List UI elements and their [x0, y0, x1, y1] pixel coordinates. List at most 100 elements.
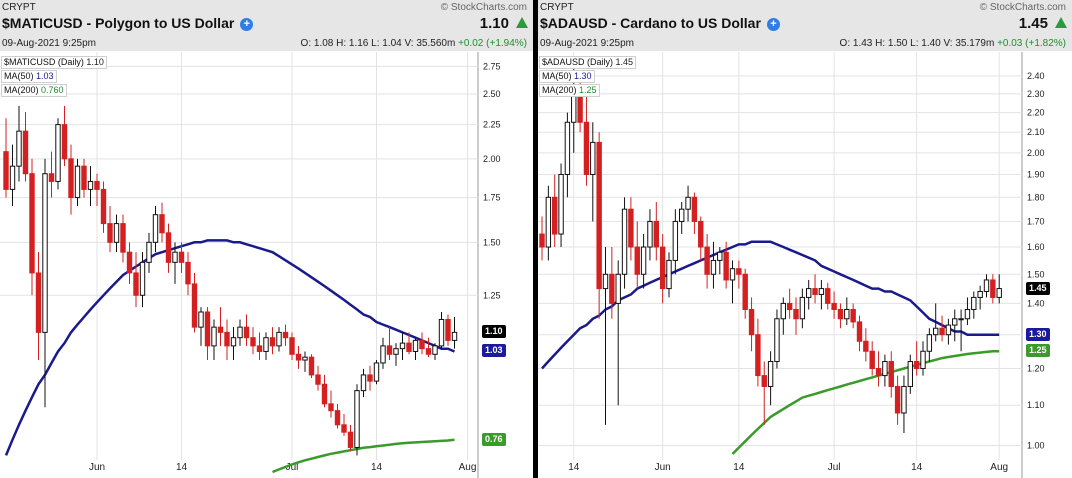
candle-body — [295, 353, 302, 361]
ohlc-readout: O: 1.43 H: 1.50 L: 1.40 V: 35.179m +0.03… — [840, 38, 1066, 49]
y-tick-label: 1.75 — [483, 193, 501, 203]
candle-body — [786, 302, 793, 310]
candle-body — [165, 232, 172, 263]
candle-body — [22, 130, 29, 175]
candle-body — [729, 268, 736, 281]
legend-ma200-label: MA(200) — [542, 85, 577, 95]
last-price-tag: 1.10 — [482, 325, 506, 339]
candle-body — [120, 223, 126, 253]
candle-body — [564, 121, 571, 175]
candle-body — [48, 173, 55, 182]
candle-body — [945, 324, 952, 336]
candle-body — [419, 339, 425, 350]
timestamp: 09-Aug-2021 9:25pm — [2, 38, 96, 49]
candle-body — [152, 214, 159, 243]
last-price: 1.10 — [479, 15, 509, 32]
x-tick-label: Aug — [990, 462, 1008, 473]
ma50-tag: 1.30 — [1026, 327, 1050, 341]
candle-body — [87, 180, 94, 190]
candle-body — [818, 288, 825, 295]
candle-body — [211, 326, 217, 347]
x-tick-label: 14 — [176, 462, 188, 473]
exchange-label: CRYPT — [540, 2, 574, 13]
x-tick-label: Aug — [459, 462, 477, 473]
candle-body — [445, 318, 451, 341]
candle-body — [412, 339, 419, 352]
ma50-tag: 1.03 — [482, 344, 506, 358]
candle-body — [831, 302, 837, 310]
candle-body — [755, 334, 761, 377]
candle-body — [621, 208, 628, 275]
candle-body — [882, 361, 888, 377]
candle-body — [863, 340, 869, 352]
candle-body — [679, 208, 685, 222]
candle-body — [224, 331, 230, 347]
candle-body — [723, 251, 729, 281]
candle-body — [360, 374, 367, 392]
candle-body — [933, 327, 939, 336]
candle-body — [81, 165, 87, 190]
candle-body — [710, 259, 717, 275]
chart-header: CRYPT © StockCharts.com $MATICUSD - Poly… — [0, 0, 533, 51]
candle-body — [230, 337, 237, 347]
candle-body — [276, 331, 282, 347]
ada-chart-panel: CRYPT © StockCharts.com $ADAUSD - Cardan… — [538, 0, 1072, 478]
candle-body — [894, 385, 901, 414]
candle-body — [191, 283, 198, 328]
candle-body — [126, 251, 133, 274]
chart-title: $ADAUSD - Cardano to US Dollar + — [540, 15, 780, 31]
chart-title-text: $MATICUSD - Polygon to US Dollar — [2, 15, 235, 31]
candle-body — [35, 272, 42, 333]
ada-price-plot: 2.40 2.30 2.20 2.10 2.00 1.90 1.80 1.70 1.60 1.50… — [538, 52, 1045, 478]
legend-ma200: MA(200) 0.760 — [1, 84, 67, 97]
candle-body — [256, 345, 263, 352]
candle-body — [615, 273, 621, 304]
candle-body — [704, 246, 710, 275]
x-tick-label: Jul — [286, 462, 299, 473]
legend-ma50-value: 1.30 — [574, 71, 592, 81]
candle-body — [74, 165, 81, 199]
x-tick-label: 14 — [371, 462, 383, 473]
candle-body — [596, 141, 602, 290]
legend-ma50: MA(50) 1.03 — [1, 70, 57, 83]
candle-body — [308, 356, 315, 376]
candle-body — [438, 318, 445, 347]
candle-body — [16, 130, 22, 167]
candle-body — [380, 345, 386, 364]
candle-body — [634, 246, 640, 275]
up-triangle-icon — [516, 17, 528, 28]
y-tick-label: 2.00 — [1027, 148, 1045, 158]
y-tick-label: 1.60 — [1027, 242, 1045, 252]
watermark: © StockCharts.com — [440, 2, 527, 13]
ma200-tag: 1.25 — [1026, 344, 1050, 358]
candle-body — [61, 124, 68, 160]
candle-body — [717, 251, 723, 261]
y-tick-label: 2.40 — [1027, 71, 1045, 81]
last-price: 1.45 — [1018, 15, 1048, 32]
candle-body — [825, 288, 831, 304]
watermark: © StockCharts.com — [979, 2, 1066, 13]
y-tick-label: 1.50 — [483, 237, 501, 247]
y-tick-label: 1.50 — [1027, 269, 1045, 279]
candle-body — [399, 342, 406, 350]
legend-price-value: 1.10 — [86, 57, 104, 67]
ma200-line — [272, 438, 455, 474]
ma200-line — [731, 350, 1000, 455]
info-icon[interactable]: + — [240, 18, 254, 31]
candle-body — [282, 331, 289, 339]
candle-body — [628, 208, 634, 248]
chart-title: $MATICUSD - Polygon to US Dollar + — [2, 15, 254, 31]
legend-ma50-label: MA(50) — [4, 71, 34, 81]
candle-body — [767, 361, 774, 387]
candle-body — [996, 288, 1002, 298]
candle-body — [901, 385, 907, 414]
candle-body — [958, 318, 964, 321]
x-tick-label: Jun — [89, 462, 105, 473]
info-icon[interactable]: + — [766, 18, 780, 31]
y-tick-label: 2.10 — [1027, 127, 1045, 137]
candle-body — [799, 296, 806, 320]
exchange-label: CRYPT — [2, 2, 36, 13]
candle-body — [736, 268, 742, 275]
candle-body — [672, 220, 679, 261]
y-tick-label: 1.10 — [1027, 400, 1045, 410]
